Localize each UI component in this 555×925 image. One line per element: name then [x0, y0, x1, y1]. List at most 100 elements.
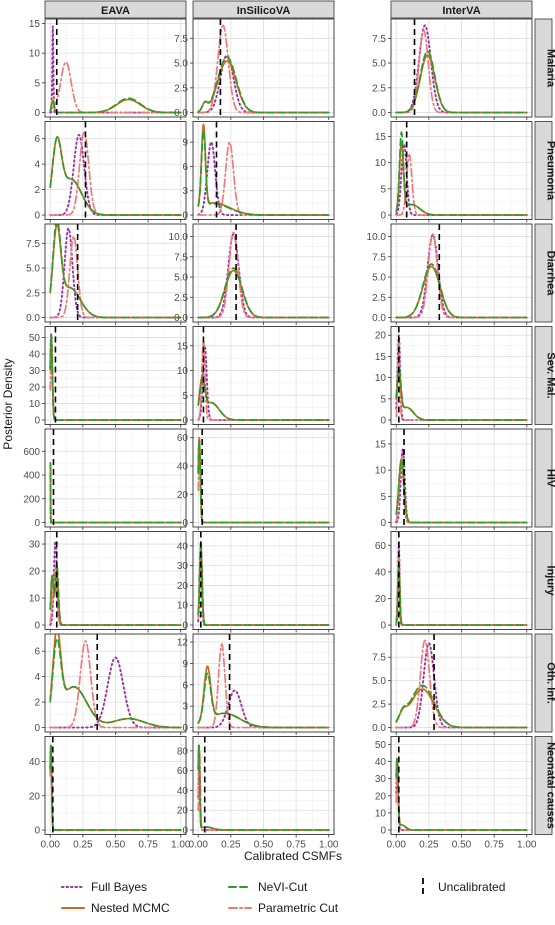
row-strip-injury [534, 531, 553, 630]
y-tick-label: 60 [177, 766, 189, 777]
y-tick-label: 5 [34, 78, 40, 89]
y-tick-label: 2.5 [372, 83, 386, 94]
column-strip-label: EAVA [101, 5, 130, 17]
x-tick-label: 0.00 [40, 840, 60, 851]
y-tick-label: 5.0 [174, 59, 188, 70]
y-tick-label: 0.0 [372, 313, 386, 324]
y-tick-label: 50 [375, 740, 387, 751]
y-tick-label: 600 [23, 447, 40, 458]
y-tick-label: 0 [182, 416, 188, 427]
y-tick-label: 0 [34, 416, 40, 427]
curves [395, 736, 528, 835]
curves [197, 121, 330, 220]
y-tick-label: 40 [177, 461, 189, 472]
panel-oth-inf-eava: 0 2 4 6 [34, 633, 187, 735]
row-strip-diarrhea [534, 223, 553, 323]
x-tick-label: 0.50 [106, 840, 126, 851]
panel-pneumonia-interva: 0 5 10 15 [375, 121, 533, 223]
y-tick-label: 5 [380, 184, 386, 195]
curves [395, 121, 528, 220]
panel-malaria-interva: 0.0 2.5 5.0 7.5 [372, 18, 533, 120]
density-line-nevi-cut [197, 672, 330, 729]
density-line-nevi-cut [49, 462, 182, 524]
y-tick-label: 20 [177, 581, 189, 592]
panel-injury-insilicova: 0 10 20 30 40 [177, 531, 335, 633]
density-line-nevi-cut [197, 544, 330, 626]
density-line-nevi-cut [395, 366, 528, 421]
density-line-nevi-cut [197, 129, 330, 216]
row-strip-label: Neonatal causes [545, 742, 555, 829]
curves [395, 19, 528, 117]
y-tick-label: 0 [380, 211, 386, 222]
density-line-nevi-cut [49, 744, 182, 831]
y-tick-label: 15 [375, 132, 387, 143]
y-tick-label: 5.0 [372, 273, 386, 284]
density-line-nevi-cut [395, 564, 528, 626]
density-line-nevi-cut [49, 136, 182, 216]
density-line-nevi-cut [395, 684, 528, 729]
y-tick-label: 30 [29, 540, 41, 551]
y-tick-label: 30 [29, 366, 41, 377]
density-line-parametric-cut [49, 640, 182, 729]
density-line-nevi-cut [49, 333, 182, 421]
panel-diarrhea-insilicova: 0.0 2.5 5.0 7.5 10.0 [169, 223, 335, 325]
density-line-nevi-cut [197, 744, 330, 831]
panel-sev-mal-interva: 0 5 10 15 20 [375, 326, 533, 428]
row-strip-label: HIV [545, 469, 555, 488]
x-tick-label: 1.00 [517, 840, 537, 851]
y-tick-label: 0 [182, 518, 188, 529]
curves [49, 736, 182, 835]
curves [197, 531, 330, 630]
curves [395, 429, 528, 527]
y-tick-label: 7.5 [26, 239, 40, 250]
x-tick-label: 0.75 [484, 840, 504, 851]
curves [49, 19, 182, 117]
y-tick-label: 15 [29, 19, 41, 30]
y-tick-label: 40 [375, 757, 387, 768]
y-tick-label: 2.5 [372, 700, 386, 711]
y-tick-label: 0 [34, 621, 40, 632]
curves [197, 19, 330, 117]
column-strip-interva [390, 0, 533, 19]
y-tick-label: 0.0 [174, 108, 188, 119]
y-tick-label: 20 [375, 331, 387, 342]
curves [395, 326, 528, 425]
y-tick-label: 9 [182, 138, 188, 149]
x-tick-label: 0.25 [73, 840, 93, 851]
y-tick-label: 0 [380, 518, 386, 529]
y-tick-label: 0 [182, 621, 188, 632]
y-tick-label: 0 [34, 211, 40, 222]
density-line-nevi-cut [49, 637, 182, 729]
curves [49, 326, 182, 425]
y-tick-label: 15 [375, 352, 387, 363]
panel-oth-inf-interva: 0.0 2.5 5.0 7.5 [372, 633, 533, 735]
panels-layer: EAVA InSilicoVA InterVA Malaria Pneumonia Dia… [23, 0, 555, 851]
y-tick-label: 10 [177, 366, 189, 377]
row-strip-malaria [534, 18, 553, 118]
panel-sev-mal-insilicova: 0 5 10 15 [177, 326, 335, 428]
y-tick-label: 20 [375, 594, 387, 605]
row-strip-hiv [534, 428, 553, 528]
legend-item-uncalibrated: Uncalibrated [422, 878, 505, 896]
row-strip-pneumonia [534, 121, 553, 220]
panel-injury-interva: 0 20 40 60 [375, 531, 533, 633]
y-tick-label: 0 [380, 416, 386, 427]
column-strip-label: InterVA [442, 5, 480, 17]
y-tick-label: 0 [34, 723, 40, 734]
row-strip-label: Sev. Mal. [545, 352, 555, 398]
x-tick-label: 0.00 [386, 840, 406, 851]
density-line-nevi-cut [395, 458, 528, 524]
y-tick-label: 0 [34, 826, 40, 837]
legend-item-nested-mcmc: Nested MCMC [61, 901, 170, 915]
y-tick-label: 2.5 [372, 293, 386, 304]
density-line-nevi-cut [49, 561, 182, 626]
x-tick-label: 0.75 [138, 840, 158, 851]
y-tick-label: 20 [177, 806, 189, 817]
y-tick-label: 20 [177, 490, 189, 501]
curves [49, 121, 182, 220]
row-strip-label: Diarrhea [545, 251, 555, 297]
y-tick-label: 50 [29, 333, 41, 344]
row-strip-oth-inf [534, 633, 553, 733]
y-tick-label: 7.5 [372, 34, 386, 45]
